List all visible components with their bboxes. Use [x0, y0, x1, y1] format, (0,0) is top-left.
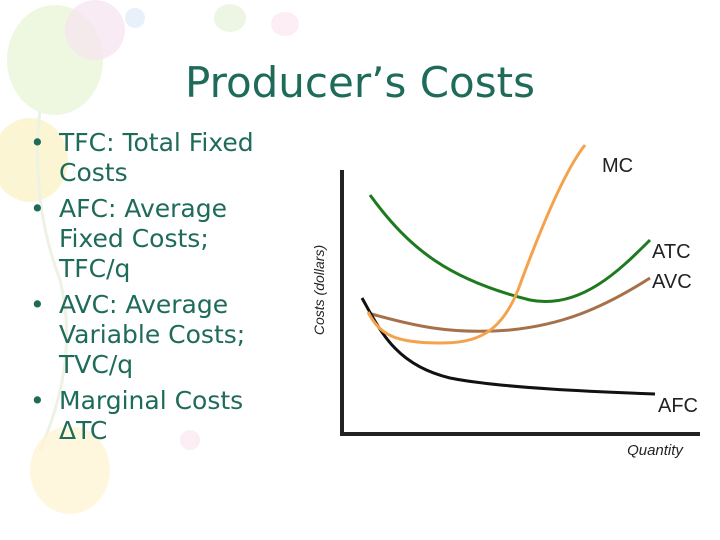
- afc-curve: [360, 297, 656, 396]
- bullet-avc: • AVC: Average Variable Costs; TVC/q: [28, 290, 308, 380]
- bullet-text: Marginal Costs: [59, 386, 244, 415]
- mc-label: MC: [602, 155, 633, 177]
- bullet-text: AFC: Average: [59, 194, 227, 223]
- bullet-mc: • Marginal Costs ΔTC: [28, 386, 308, 446]
- bullet-afc: • AFC: Average Fixed Costs; TFC/q: [28, 194, 308, 284]
- bullet-list: • TFC: Total Fixed Costs • AFC: Average …: [28, 128, 308, 452]
- cost-curves-diagram: Costs (dollars) Quantity MC ATC AVC AFC: [311, 144, 700, 459]
- bullet-text: TFC/q: [59, 254, 131, 283]
- bullet-text: Costs: [59, 158, 128, 187]
- bullet-text: Fixed Costs;: [59, 224, 209, 253]
- bullet-text: ΔTC: [59, 416, 108, 445]
- bullet-dot-icon: •: [30, 386, 45, 415]
- y-axis-label: Costs (dollars): [311, 245, 327, 335]
- bullet-tfc: • TFC: Total Fixed Costs: [28, 128, 308, 188]
- avc-curve: [367, 276, 651, 333]
- atc-curve: [368, 194, 652, 303]
- bullet-dot-icon: •: [30, 290, 45, 319]
- bullet-text: Variable Costs;: [59, 320, 246, 349]
- mc-curve: [366, 144, 587, 345]
- slide-title: Producer’s Costs: [185, 58, 535, 107]
- avc-label: AVC: [652, 271, 692, 293]
- atc-label: ATC: [652, 241, 691, 263]
- bullet-dot-icon: •: [30, 194, 45, 223]
- bullet-text: TFC: Total Fixed: [59, 128, 254, 157]
- bullet-text: AVC: Average: [59, 290, 229, 319]
- bullet-text: TVC/q: [59, 350, 134, 379]
- afc-label: AFC: [658, 395, 698, 417]
- x-axis-label: Quantity: [627, 442, 684, 459]
- bullet-dot-icon: •: [30, 128, 45, 157]
